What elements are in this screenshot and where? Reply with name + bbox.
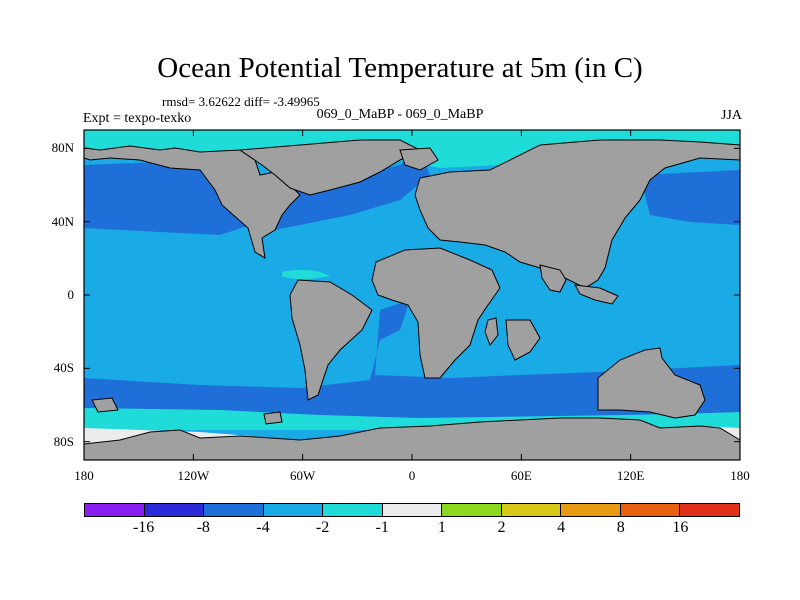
land-masses xyxy=(83,139,741,461)
colorbar-label: 16 xyxy=(672,519,689,536)
x-tick-label: 120W xyxy=(177,468,210,483)
colorbar-label: -16 xyxy=(132,519,155,536)
tick-marks xyxy=(83,130,741,460)
landmass-antarctica xyxy=(83,417,741,461)
colorbar-swatch xyxy=(85,504,145,516)
colorbar-swatch xyxy=(144,504,205,516)
colorbar xyxy=(84,503,740,517)
landmass-canadian-arctic xyxy=(238,139,422,196)
landmass-madagascar xyxy=(484,317,499,346)
x-tick-label: 180 xyxy=(730,468,750,483)
map-title: Ocean Potential Temperature at 5m (in C) xyxy=(157,52,643,84)
map-subtitle: 069_0_MaBP - 069_0_MaBP xyxy=(316,107,484,122)
ocean-atlantic-tongue xyxy=(282,269,330,279)
colorbar-swatch xyxy=(204,504,264,516)
colorbar-swatch xyxy=(263,504,324,516)
colorbar-label: 4 xyxy=(557,519,566,536)
landmass-australia-antarctic xyxy=(597,347,706,419)
y-tick-label: 80S xyxy=(53,433,74,449)
landmass-india xyxy=(539,264,567,293)
season-label: JJA xyxy=(720,108,742,123)
colorbar-swatch xyxy=(620,504,681,516)
ocean-north-pacific-east-band xyxy=(640,170,740,225)
stats-readout: rmsd= 3.62622 diff= -3.49965 xyxy=(162,94,320,109)
ocean-southern-band xyxy=(84,300,740,420)
y-tick-label: 0 xyxy=(67,287,75,302)
x-tick-label: 0 xyxy=(408,468,416,483)
colorbar-swatch xyxy=(382,504,443,516)
y-tick-label: 40S xyxy=(53,360,74,376)
landmass-island-2 xyxy=(263,411,283,425)
colorbar-swatch xyxy=(561,504,621,516)
colorbar-label: 1 xyxy=(437,519,446,536)
colorbar-swatch xyxy=(501,504,562,516)
landmass-africa xyxy=(371,247,501,379)
landmass-south-america xyxy=(289,279,373,401)
landmass-se-asia xyxy=(574,284,619,305)
colorbar-swatch xyxy=(680,504,740,516)
x-tick-label: 60E xyxy=(510,468,532,483)
colorbar-swatch xyxy=(323,504,383,516)
colorbar-label: -4 xyxy=(256,519,270,536)
landmass-eurasia xyxy=(414,139,741,289)
colorbar-label: 8 xyxy=(616,519,625,536)
experiment-label: Expt = texpo-texko xyxy=(83,111,192,126)
x-tick-label: 180 xyxy=(74,468,94,483)
landmass-north-america xyxy=(83,145,301,259)
landmass-island-1 xyxy=(91,397,119,413)
x-tick-label: 120E xyxy=(616,468,645,483)
y-tick-label: 40N xyxy=(51,213,74,229)
colorbar-label: -8 xyxy=(196,519,210,536)
x-tick-label: 60W xyxy=(290,468,316,483)
colorbar-label: -2 xyxy=(315,519,330,536)
ocean-north-atlantic-band xyxy=(265,150,430,232)
colorbar-label: -1 xyxy=(375,519,389,536)
colorbar-label: 2 xyxy=(497,519,506,536)
landmass-india-fragment xyxy=(505,319,541,361)
landmass-greenland xyxy=(399,147,439,171)
colorbar-swatch xyxy=(442,504,502,516)
y-tick-label: 80N xyxy=(51,140,74,156)
